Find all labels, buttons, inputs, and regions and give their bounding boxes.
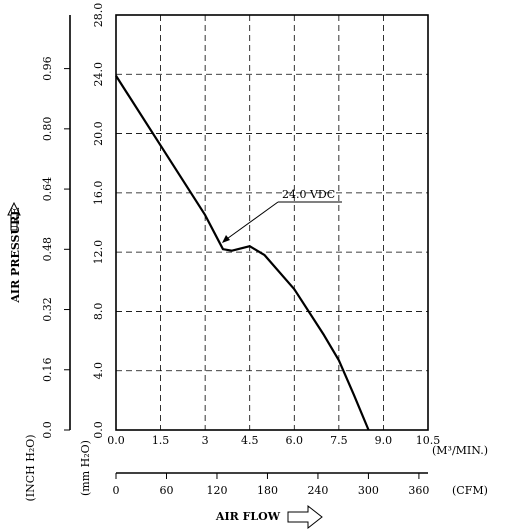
x-label: AIR FLOW xyxy=(215,510,281,523)
annotation: 24.0 VDC xyxy=(282,188,335,201)
annotation-leader xyxy=(223,201,279,242)
x-tick-label: 7.5 xyxy=(330,434,348,447)
x2-tick-label: 240 xyxy=(307,484,328,497)
y2-tick-label: 0.80 xyxy=(41,117,54,142)
y-label: AIR PRESSURE xyxy=(9,207,22,303)
y2-tick-label: 0.16 xyxy=(41,358,54,383)
x-tick-label: 1.5 xyxy=(152,434,170,447)
x-tick-label: 4.5 xyxy=(241,434,259,447)
x-tick-label: 9.0 xyxy=(375,434,393,447)
x2-tick-label: 60 xyxy=(159,484,173,497)
x2-tick-label: 360 xyxy=(408,484,429,497)
x-tick-label: 0.0 xyxy=(107,434,125,447)
x-unit: (M³/MIN.) xyxy=(432,444,488,457)
y2-tick-label: 0.32 xyxy=(41,297,54,322)
annotation-arrowhead xyxy=(222,235,230,243)
y-tick-label: 8.0 xyxy=(92,303,105,321)
y-tick-label: 24.0 xyxy=(92,62,105,87)
x-tick-label: 6.0 xyxy=(286,434,304,447)
x2-tick-label: 180 xyxy=(257,484,278,497)
curve xyxy=(115,75,370,431)
y2-tick-label: 0.0 xyxy=(41,421,54,439)
y2-tick-label: 0.48 xyxy=(41,237,54,262)
y-tick-label: 16.0 xyxy=(92,181,105,206)
plot-frame xyxy=(115,14,429,431)
x2-tick-label: 120 xyxy=(206,484,227,497)
y2-tick-label: 0.96 xyxy=(41,56,54,81)
y-tick-label: 0.0 xyxy=(92,421,105,439)
y2-unit: (INCH H₂O) xyxy=(24,434,37,501)
x2-tick-label: 300 xyxy=(358,484,379,497)
y-tick-label: 4.0 xyxy=(92,362,105,380)
up-arrow xyxy=(7,201,21,231)
x-tick-label: 10.5 xyxy=(416,434,441,447)
x2-tick-label: 0 xyxy=(113,484,120,497)
x2-unit: (CFM) xyxy=(452,484,488,497)
y2-tick-label: 0.64 xyxy=(41,177,54,202)
y-unit: (mm H₂O) xyxy=(79,440,92,496)
x-tick-label: 3 xyxy=(202,434,209,447)
y-tick-label: 20.0 xyxy=(92,121,105,146)
y-tick-label: 28.0 xyxy=(92,3,105,28)
y-tick-label: 12.0 xyxy=(92,240,105,265)
right-arrow xyxy=(287,504,323,529)
